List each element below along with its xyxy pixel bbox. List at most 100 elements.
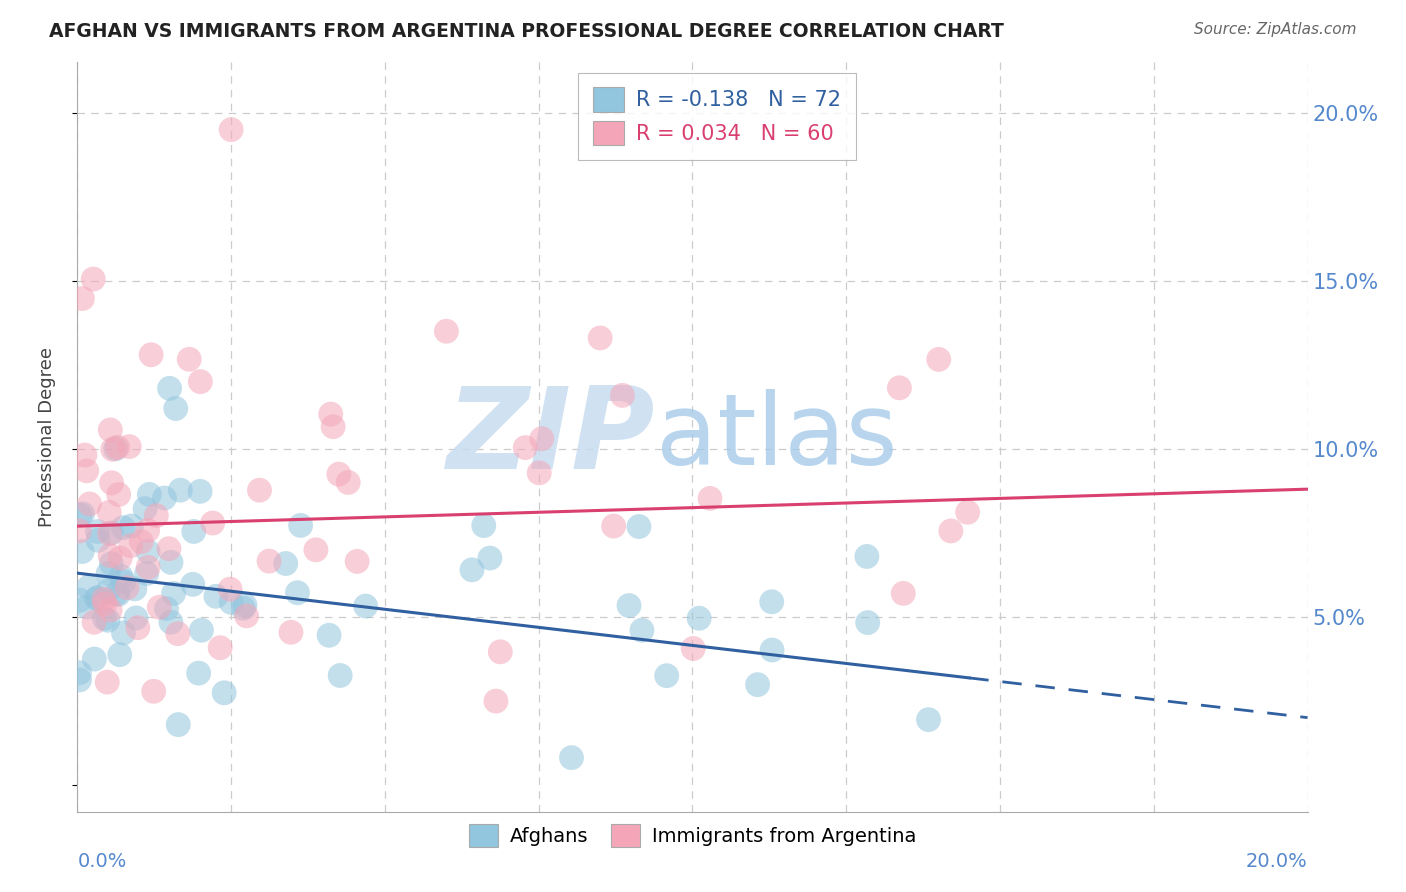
Text: atlas: atlas — [655, 389, 897, 485]
Point — [617, 599, 640, 613]
Point — [461, 563, 484, 577]
Point — [124, 582, 146, 596]
Point — [69, 673, 91, 687]
Point — [188, 484, 211, 499]
Point — [181, 577, 204, 591]
Point — [98, 505, 121, 519]
Point — [134, 501, 156, 516]
Point — [69, 665, 91, 680]
Point — [72, 292, 94, 306]
Point — [747, 678, 769, 692]
Point — [77, 580, 100, 594]
Point — [70, 544, 93, 558]
Point — [148, 600, 170, 615]
Point — [107, 487, 129, 501]
Text: AFGHAN VS IMMIGRANTS FROM ARGENTINA PROFESSIONAL DEGREE CORRELATION CHART: AFGHAN VS IMMIGRANTS FROM ARGENTINA PROF… — [49, 22, 1004, 41]
Point — [201, 516, 224, 530]
Point — [917, 713, 939, 727]
Point — [69, 508, 91, 523]
Point — [100, 526, 122, 541]
Point — [212, 686, 235, 700]
Point — [76, 464, 98, 478]
Point — [928, 352, 950, 367]
Point — [83, 652, 105, 666]
Point — [108, 551, 131, 566]
Point — [472, 518, 495, 533]
Point — [100, 475, 122, 490]
Point — [530, 432, 553, 446]
Point — [761, 643, 783, 657]
Point — [179, 352, 201, 367]
Point — [219, 595, 242, 609]
Point — [319, 407, 342, 421]
Point — [328, 467, 350, 482]
Point — [86, 524, 108, 539]
Point — [560, 750, 582, 764]
Point — [939, 524, 962, 538]
Point — [489, 645, 512, 659]
Point — [485, 694, 508, 708]
Point — [112, 626, 135, 640]
Point — [160, 555, 183, 569]
Point — [97, 566, 120, 581]
Point — [159, 381, 181, 395]
Point — [232, 601, 254, 615]
Point — [688, 611, 710, 625]
Point — [127, 621, 149, 635]
Point — [98, 526, 121, 541]
Text: Source: ZipAtlas.com: Source: ZipAtlas.com — [1194, 22, 1357, 37]
Text: 0.0%: 0.0% — [77, 852, 127, 871]
Point — [138, 487, 160, 501]
Point — [120, 539, 142, 553]
Point — [891, 586, 914, 600]
Point — [589, 331, 612, 345]
Point — [287, 586, 309, 600]
Point — [166, 626, 188, 640]
Point — [112, 521, 135, 535]
Point — [329, 668, 352, 682]
Point — [856, 615, 879, 630]
Point — [162, 586, 184, 600]
Point — [125, 611, 148, 625]
Point — [87, 591, 110, 605]
Point — [67, 524, 90, 538]
Point — [115, 581, 138, 595]
Point — [305, 542, 328, 557]
Point — [602, 519, 624, 533]
Point — [118, 440, 141, 454]
Point — [235, 608, 257, 623]
Point — [627, 519, 650, 533]
Point — [142, 684, 165, 698]
Point — [699, 491, 721, 506]
Point — [107, 587, 129, 601]
Point — [83, 615, 105, 630]
Point — [79, 497, 101, 511]
Point — [233, 598, 256, 612]
Point — [136, 544, 159, 558]
Point — [169, 483, 191, 497]
Point — [121, 519, 143, 533]
Point — [280, 625, 302, 640]
Point — [165, 401, 187, 416]
Point — [145, 508, 167, 523]
Point — [108, 648, 131, 662]
Point — [135, 566, 157, 581]
Point — [97, 583, 120, 598]
Point — [183, 524, 205, 539]
Point — [97, 613, 120, 627]
Point — [655, 668, 678, 682]
Point — [188, 375, 212, 389]
Point — [101, 442, 124, 457]
Legend: Afghans, Immigrants from Argentina: Afghans, Immigrants from Argentina — [461, 816, 924, 855]
Text: 20.0%: 20.0% — [1246, 852, 1308, 871]
Point — [98, 603, 121, 617]
Point — [76, 600, 98, 615]
Point — [93, 611, 115, 625]
Point — [94, 597, 117, 611]
Point — [136, 560, 159, 574]
Point — [856, 549, 879, 564]
Point — [219, 122, 242, 136]
Point — [436, 324, 458, 338]
Point — [105, 587, 128, 601]
Point — [257, 554, 280, 568]
